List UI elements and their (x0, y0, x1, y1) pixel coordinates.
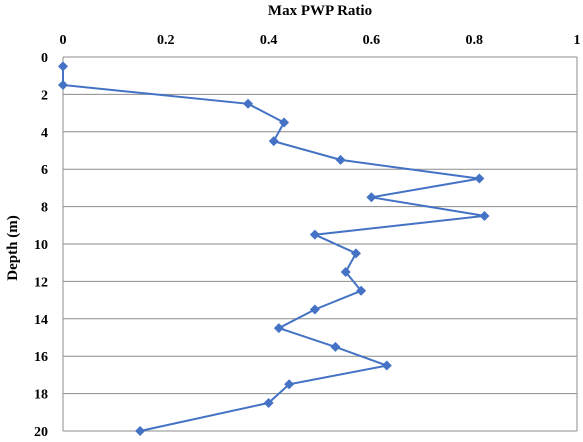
x-tick-label: 0.2 (157, 33, 175, 48)
y-tick-label: 12 (34, 275, 48, 290)
data-point-marker (284, 379, 295, 390)
data-point-marker (263, 397, 274, 408)
data-point-marker (330, 341, 341, 352)
data-point-marker (273, 323, 284, 334)
y-tick-label: 8 (41, 201, 48, 216)
y-tick-labels: 0 2 4 6 8 10 12 14 16 18 20 (34, 51, 48, 440)
y-tick-label: 10 (34, 238, 48, 253)
x-tick-labels: 0 0.2 0.4 0.6 0.8 1 (60, 33, 581, 48)
data-point-marker (279, 117, 290, 128)
series-line (62, 66, 485, 432)
y-tick-label: 20 (34, 425, 48, 440)
series-max-pwp-ratio (58, 61, 490, 436)
x-tick-label: 1 (574, 33, 581, 48)
y-tick-label: 4 (41, 126, 48, 141)
data-point-marker (309, 229, 320, 240)
x-tick-label: 0.8 (465, 33, 483, 48)
x-tick-label: 0.6 (363, 33, 381, 48)
data-point-marker (356, 285, 367, 296)
data-point-marker (268, 136, 279, 147)
y-tick-label: 6 (41, 163, 48, 178)
data-point-marker (309, 304, 320, 315)
data-point-marker (58, 80, 68, 91)
data-point-marker (350, 248, 361, 259)
x-tick-label: 0.4 (260, 33, 278, 48)
data-point-marker (366, 192, 377, 203)
y-tick-label: 14 (34, 313, 48, 328)
y-tick-label: 2 (41, 88, 48, 103)
x-tick-label: 0 (60, 33, 67, 48)
data-point-marker (474, 173, 485, 184)
y-axis-label: Depth (m) (5, 215, 21, 280)
data-point-marker (58, 61, 68, 72)
y-tick-label: 18 (34, 388, 48, 403)
chart-title: Max PWP Ratio (268, 3, 372, 19)
data-point-marker (335, 154, 346, 165)
data-point-marker (381, 360, 392, 371)
data-point-marker (135, 426, 146, 436)
gridlines (62, 56, 578, 432)
data-point-marker (243, 98, 254, 109)
y-tick-label: 0 (41, 51, 48, 66)
data-point-marker (479, 210, 490, 221)
data-point-marker (340, 267, 351, 278)
y-tick-label: 16 (34, 350, 48, 365)
